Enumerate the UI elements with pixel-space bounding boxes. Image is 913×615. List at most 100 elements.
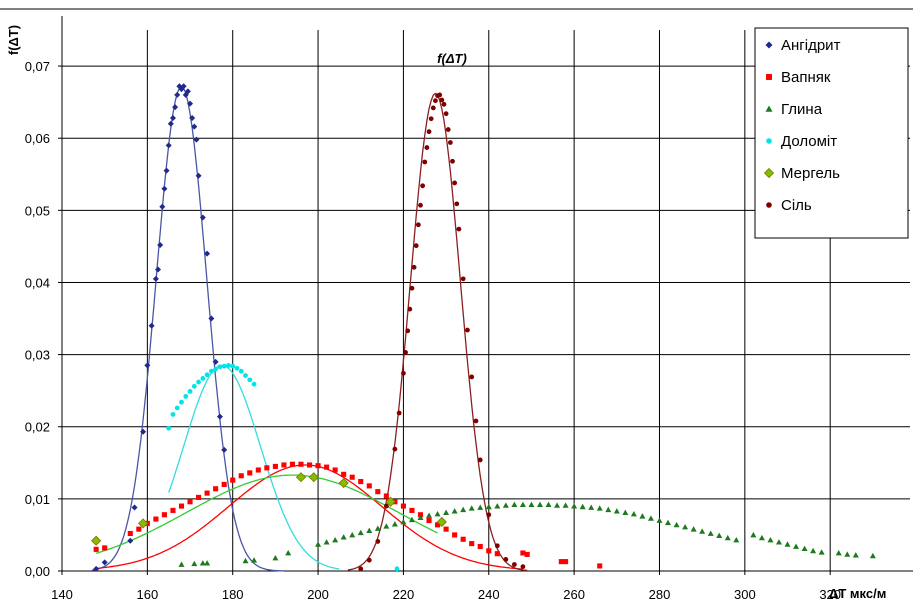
data-point [102,545,108,551]
data-points [91,83,876,572]
x-tick-label: 180 [222,587,244,602]
data-point [341,471,347,477]
data-point [443,111,449,117]
data-point [869,552,876,559]
data-point [191,383,197,389]
data-point [172,104,179,111]
data-point [468,505,475,511]
data-point [174,405,180,411]
data-point [127,530,133,537]
data-point [400,518,407,525]
data-point [136,526,142,532]
data-point [460,536,466,542]
data-point [349,474,355,480]
data-point [452,532,458,538]
data-point [418,202,423,208]
data-point [308,472,319,483]
legend-marker [765,105,773,112]
chart-title: f(ΔT) [437,51,467,66]
data-point [396,410,402,416]
data-point [656,517,663,523]
data-point [140,428,147,435]
y-tick-label: 0,00 [25,564,50,579]
data-point [588,504,595,510]
data-point [157,241,164,248]
data-point [323,539,330,545]
data-point [243,373,248,378]
data-point [385,496,396,507]
data-point [148,322,155,329]
data-point [460,276,466,282]
data-point [835,549,842,556]
data-point [357,529,364,536]
data-point [520,564,526,570]
y-tick-label: 0,06 [25,131,50,146]
data-point [383,523,390,529]
data-point [230,363,236,369]
legend-label: Вапняк [781,69,831,86]
data-point [199,214,206,221]
data-point [605,506,612,513]
data-point [247,470,253,476]
legend-marker [766,202,772,208]
data-point [417,514,424,521]
data-point [204,372,210,378]
x-axis-label: ΔT мкс/м [829,586,886,601]
data-point [520,550,526,556]
data-point [519,501,526,508]
data-point [161,512,167,518]
data-point [465,327,470,333]
data-point [127,537,134,544]
data-point [374,525,381,531]
fitted-curve [95,474,438,554]
data-point [174,91,181,98]
data-point [178,561,185,567]
data-point [405,328,411,334]
data-point [101,559,108,566]
data-point [469,374,475,380]
data-point [673,521,680,528]
data-point [221,481,227,487]
data-point [196,379,201,385]
data-point [639,513,646,519]
data-point [93,546,99,552]
data-point [439,97,445,103]
x-tick-label: 240 [478,587,500,602]
data-point [494,503,501,509]
data-point [163,167,170,174]
data-point [810,547,817,554]
data-point [571,503,578,509]
data-point [169,115,176,122]
data-point [340,534,347,540]
data-point [784,541,791,547]
legend-label: Доломіт [781,133,837,150]
data-point [477,457,483,463]
data-point [366,527,373,534]
legend-marker [766,74,772,80]
data-point [400,503,406,509]
data-point [187,499,193,505]
data-point [682,523,689,530]
legend-marker [766,138,772,144]
data-point [358,479,364,485]
data-point [383,503,389,509]
data-point [690,526,697,532]
data-point [558,559,564,565]
data-point [422,159,428,165]
x-tick-label: 260 [563,587,585,602]
y-tick-label: 0,02 [25,420,50,435]
data-point [289,461,296,467]
data-point [187,388,193,394]
data-point [358,566,364,572]
x-tick-label: 220 [393,587,415,602]
data-point [437,92,443,98]
data-point [204,560,211,566]
data-point [204,250,211,257]
data-point [460,506,467,513]
y-tick-label: 0,01 [25,492,50,507]
data-point [420,183,426,189]
data-point [852,552,859,558]
data-point [191,123,198,130]
data-point [403,350,408,355]
x-tick-label: 320 [819,587,841,602]
